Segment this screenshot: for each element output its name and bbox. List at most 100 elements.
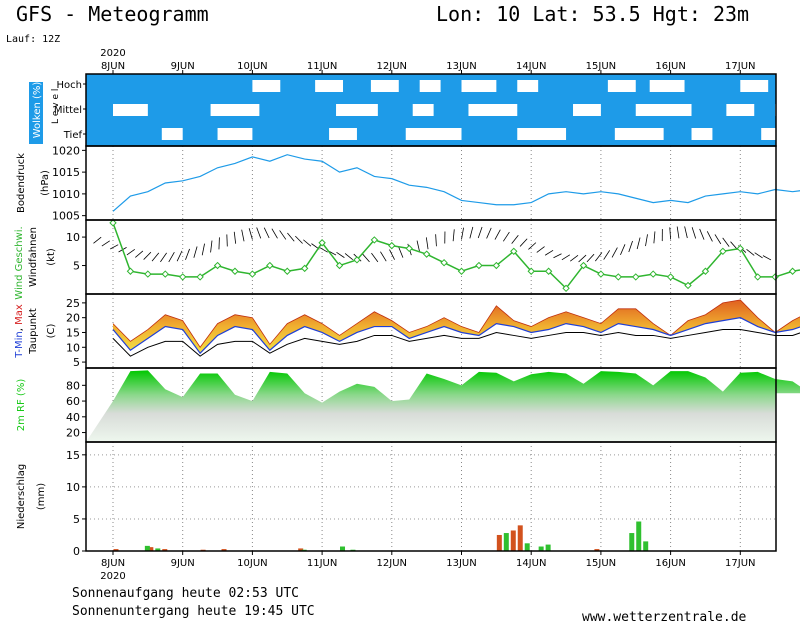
date-label-top: 15JUN	[586, 61, 616, 72]
wind-speed-point	[178, 273, 187, 281]
date-label-top: 12JUN	[377, 61, 407, 72]
wind-barb	[494, 229, 501, 240]
wind-speed-point	[144, 270, 152, 278]
date-label-bottom: 9JUN	[171, 558, 195, 569]
wind-speed-point	[684, 281, 692, 290]
date-label-top: 10JUN	[237, 61, 267, 72]
clear-sky-segment	[761, 128, 776, 140]
date-label-bottom: 11JUN	[307, 558, 337, 569]
sunset-text: Sonnenuntergang heute 19:45 UTC	[72, 604, 315, 619]
humidity-axis-label: 2m RF (%)	[16, 379, 27, 432]
clear-sky-segment	[517, 80, 539, 92]
clear-sky-segment	[649, 80, 685, 92]
wind-speed-point	[318, 239, 326, 247]
pressure-line	[112, 154, 800, 212]
wind-barb	[279, 230, 287, 240]
wind-barb	[461, 227, 464, 240]
wind-barb	[653, 231, 656, 244]
wind-barb	[586, 253, 595, 263]
wind-barb	[344, 253, 354, 261]
level-axis-label: L e v e l	[51, 89, 61, 124]
y-tick-label: 1010	[52, 188, 80, 201]
wind-barb	[569, 254, 579, 262]
wind-speed-point	[388, 241, 396, 250]
wind-barb	[425, 237, 429, 250]
wind-panel	[93, 219, 800, 293]
wind-barb	[185, 248, 190, 260]
wind-speed-point	[422, 250, 431, 258]
date-label-bottom: 15JUN	[586, 558, 616, 569]
precip-bar	[643, 541, 649, 551]
y-tick-label: 1005	[52, 210, 80, 223]
wind-barb	[371, 252, 379, 263]
y-tick-label: 10	[66, 341, 80, 354]
wind-barb	[287, 232, 295, 242]
y-tick-label: 20	[66, 312, 80, 325]
model-run: Lauf: 12Z	[6, 34, 61, 45]
wind-barb	[101, 240, 110, 247]
precip-bar	[538, 546, 544, 551]
wind-barb	[628, 240, 633, 253]
wind-barb	[303, 239, 312, 247]
wind-speed-point	[597, 270, 605, 278]
wind-speed-point	[736, 244, 745, 253]
label-separator: ,	[14, 325, 25, 331]
precip-bar	[340, 546, 346, 551]
precip-bar	[524, 543, 530, 551]
panel-background	[86, 442, 776, 551]
temperature-unit-label: (C)	[46, 324, 57, 339]
wind-barb	[706, 231, 713, 242]
wind-barb	[210, 240, 213, 253]
wind-speed-point	[754, 273, 762, 281]
pressure-panel	[112, 154, 800, 212]
wind-speed-point	[440, 258, 448, 267]
clear-sky-segment	[573, 104, 601, 116]
clear-sky-segment	[517, 128, 567, 140]
wind-unit-label: (kt)	[46, 248, 57, 266]
precip-bar	[545, 544, 551, 551]
precipitation-panel	[113, 521, 649, 551]
wind-barb	[271, 228, 278, 239]
humidity-area	[86, 370, 800, 442]
wind-barb	[168, 252, 175, 263]
wind-barb	[176, 250, 183, 262]
wind-barb	[256, 227, 262, 239]
precip-bar	[144, 545, 150, 551]
clear-sky-segment	[635, 104, 692, 116]
clear-sky-segment	[461, 80, 497, 92]
precip-unit-label: (mm)	[36, 483, 47, 510]
label-t-min: T-Min	[14, 331, 25, 359]
precip-bar	[503, 533, 509, 551]
precip-bar	[594, 549, 600, 551]
chart-title: GFS - Meteogramm	[16, 2, 209, 26]
wind-speed-point	[719, 247, 727, 256]
clear-sky-segment	[614, 128, 664, 140]
cloud-axis-label: Wolken (%)	[32, 82, 43, 139]
source-site: www.wetterzentrale.de	[582, 610, 747, 625]
wind-speed-point	[335, 261, 344, 270]
y-tick-label: 10	[66, 481, 80, 494]
wind-barb	[561, 254, 571, 261]
clear-sky-segment	[217, 128, 253, 140]
cloud-level-label: Mittel	[54, 105, 82, 116]
y-tick-label: 25	[66, 297, 80, 310]
clear-sky-segment	[315, 80, 344, 92]
wind-speed-point	[475, 261, 483, 270]
wind-barb	[241, 229, 245, 242]
wind-barb	[469, 226, 474, 239]
wind-barb	[502, 231, 510, 242]
precip-bar	[298, 548, 304, 551]
clear-sky-segment	[412, 104, 434, 116]
wind-barb	[722, 237, 730, 247]
wind-barb	[110, 244, 119, 250]
clear-sky-segment	[607, 80, 636, 92]
precip-bar	[629, 533, 635, 551]
y-tick-label: 80	[66, 379, 80, 392]
clear-sky-segment	[419, 80, 441, 92]
precip-bar	[113, 549, 119, 551]
date-label-bottom: 16JUN	[655, 558, 685, 569]
wind-speed-point	[492, 261, 501, 270]
wind-barb	[477, 226, 483, 239]
wind-speed-point	[457, 267, 466, 275]
wind-barb	[595, 252, 603, 262]
